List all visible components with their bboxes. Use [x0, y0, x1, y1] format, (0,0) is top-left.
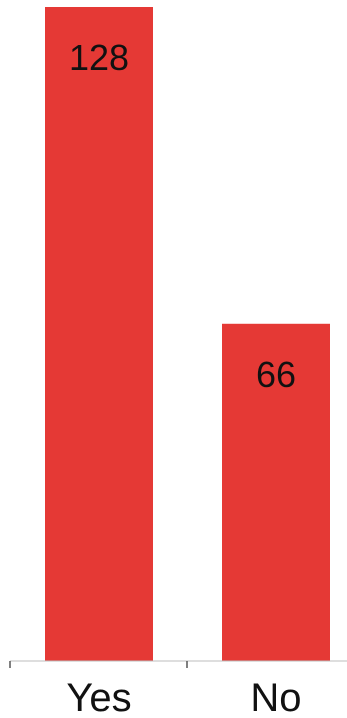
x-ticks-group — [9, 661, 188, 668]
value-labels-group: 128 66 — [69, 37, 296, 395]
bar-no — [222, 323, 330, 661]
value-label-no: 66 — [256, 354, 296, 395]
bar-yes — [45, 7, 153, 661]
value-label-yes: 128 — [69, 37, 129, 78]
category-label-yes: Yes — [66, 676, 131, 718]
bars-group — [45, 7, 330, 661]
category-labels-group: Yes No — [66, 676, 301, 718]
category-label-no: No — [250, 676, 301, 718]
